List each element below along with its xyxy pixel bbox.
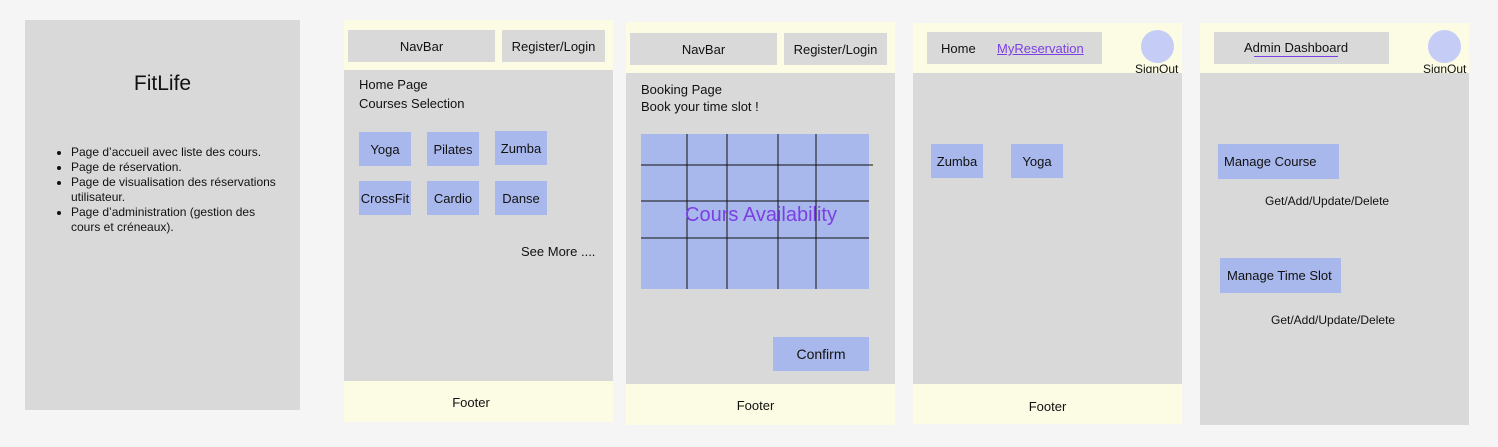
course-operations-label: Get/Add/Update/Delete: [1265, 194, 1390, 208]
title-underline: [1254, 56, 1338, 57]
page-heading: Home Page: [359, 77, 428, 92]
home-page-mockup: NavBar Register/Login Home Page Courses …: [344, 20, 613, 422]
booking-footer: [626, 384, 895, 425]
booking-page-mockup: NavBar Register/Login Booking Page Book …: [626, 22, 895, 425]
footer-label: Footer: [452, 395, 490, 410]
see-more-link[interactable]: See More ....: [521, 244, 596, 259]
manage-time-slot-button[interactable]: Manage Time Slot: [1220, 258, 1341, 293]
manage-course-button[interactable]: Manage Course: [1218, 144, 1339, 179]
admin-nav-bar: [1214, 32, 1389, 64]
signout-link[interactable]: SignOut: [1135, 62, 1179, 76]
intro-panel: FitLife Page d’accueil avec liste des co…: [25, 20, 300, 410]
admin-page-mockup: Admin Dashboard SignOut Manage Course Ge…: [1200, 23, 1469, 425]
course-cardio-button[interactable]: Cardio: [427, 181, 479, 215]
admin-body: [1200, 73, 1469, 425]
navbar-button[interactable]: NavBar: [630, 33, 777, 65]
course-pilates-button[interactable]: Pilates: [427, 132, 479, 166]
page-subheading: Courses Selection: [359, 96, 465, 111]
confirm-button[interactable]: Confirm: [773, 337, 869, 371]
course-crossfit-button[interactable]: CrossFit: [359, 181, 411, 215]
footer-label: Footer: [736, 398, 775, 413]
avatar[interactable]: [1141, 30, 1174, 63]
feature-item: Page d’administration (gestion des cours…: [71, 205, 287, 235]
reserved-zumba-item[interactable]: Zumba: [931, 144, 983, 178]
admin-dashboard-title: Admin Dashboard: [1244, 40, 1349, 55]
register-login-button[interactable]: Register/Login: [502, 30, 605, 62]
nav-home-link[interactable]: Home: [941, 41, 976, 56]
course-zumba-button[interactable]: Zumba: [495, 131, 547, 165]
nav-myreservation-link[interactable]: MyReservation: [997, 41, 1084, 56]
app-title: FitLife: [133, 72, 192, 95]
avatar[interactable]: [1428, 30, 1461, 63]
availability-grid[interactable]: Cours Availability: [641, 134, 873, 289]
course-yoga-button[interactable]: Yoga: [359, 132, 411, 166]
home-body: [344, 70, 613, 381]
feature-item: Page de réservation.: [71, 160, 287, 175]
grid-label: Cours Availability: [685, 204, 837, 226]
nav-bar: [927, 32, 1102, 64]
course-danse-button[interactable]: Danse: [495, 181, 547, 215]
footer-label: Footer: [1028, 399, 1067, 414]
page-heading: Booking Page: [641, 82, 722, 97]
slot-operations-label: Get/Add/Update/Delete: [1271, 313, 1396, 327]
feature-item: Page d’accueil avec liste des cours.: [71, 145, 287, 160]
home-footer: [344, 381, 613, 422]
reservation-body: [913, 73, 1182, 384]
feature-list: Page d’accueil avec liste des cours. Pag…: [25, 145, 287, 235]
register-login-button[interactable]: Register/Login: [784, 33, 887, 65]
page-subheading: Book your time slot !: [641, 99, 759, 114]
feature-item: Page de visualisation des réservations u…: [71, 175, 287, 205]
reservation-page-mockup: Home MyReservation SignOut Zumba Yoga Fo…: [913, 23, 1182, 424]
signout-link[interactable]: SignOut: [1423, 62, 1467, 76]
navbar-button[interactable]: NavBar: [348, 30, 495, 62]
reservation-footer: [913, 384, 1182, 424]
reserved-yoga-item[interactable]: Yoga: [1011, 144, 1063, 178]
